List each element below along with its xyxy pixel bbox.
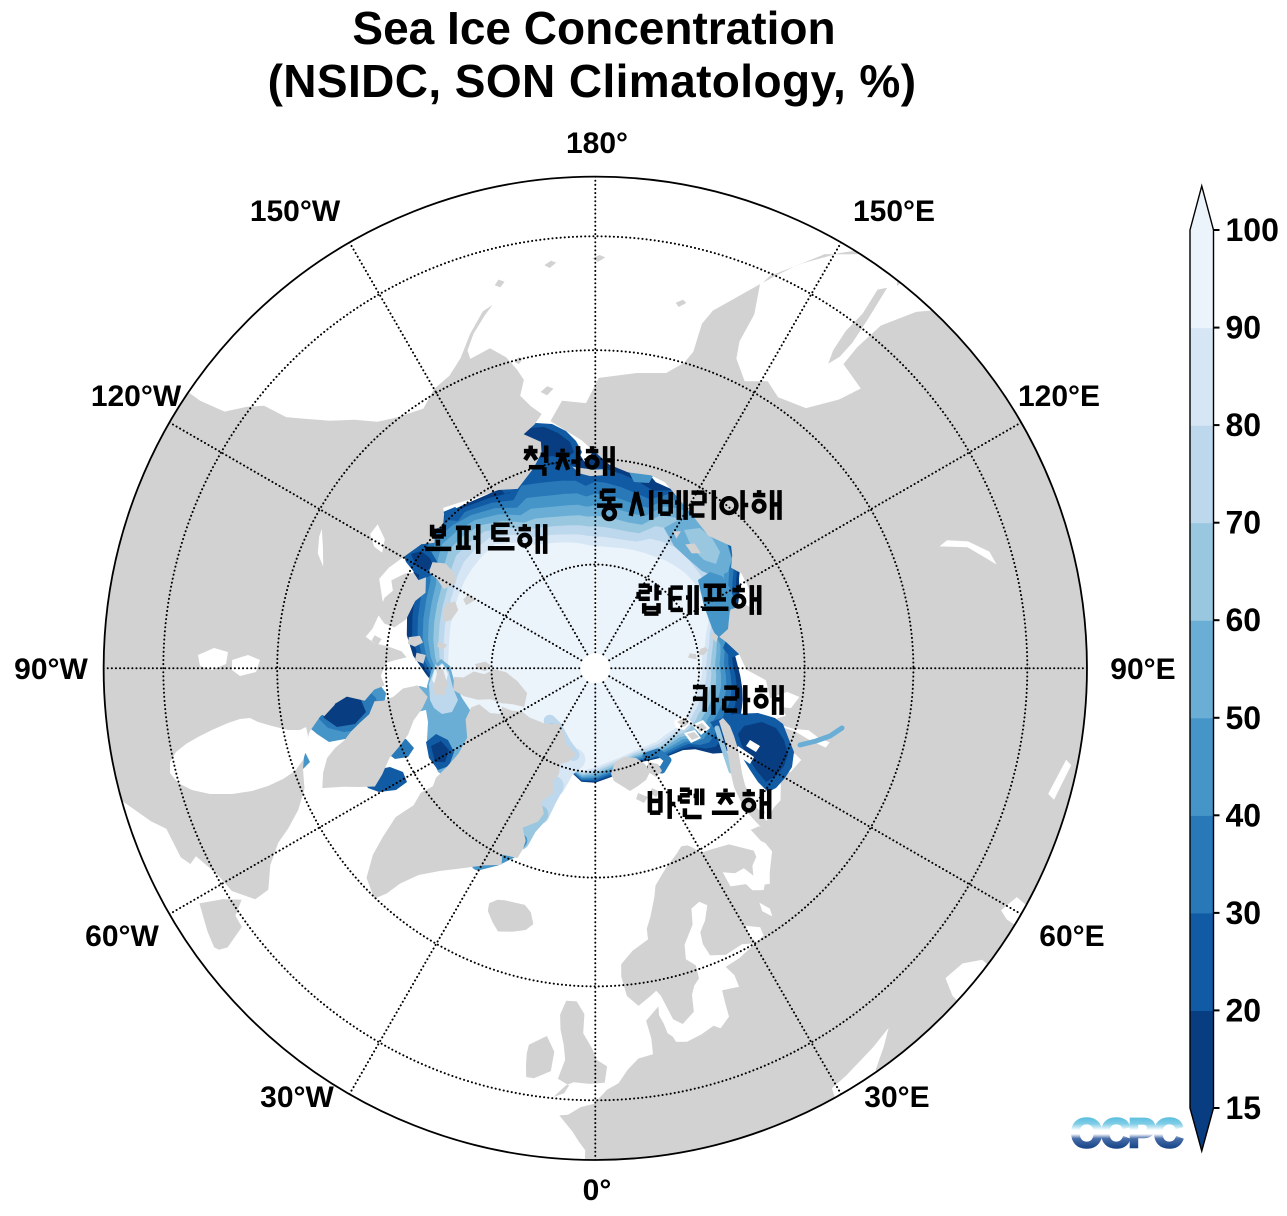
svg-text:50: 50 <box>1226 700 1262 736</box>
svg-text:70: 70 <box>1226 505 1262 541</box>
svg-text:20: 20 <box>1226 992 1262 1028</box>
svg-text:60: 60 <box>1226 602 1262 638</box>
svg-text:180°: 180° <box>566 127 628 160</box>
svg-text:(NSIDC, SON Climatology, %): (NSIDC, SON Climatology, %) <box>268 55 917 107</box>
svg-text:Sea Ice Concentration: Sea Ice Concentration <box>352 2 835 54</box>
svg-text:OCPC: OCPC <box>1071 1110 1183 1156</box>
svg-text:40: 40 <box>1226 797 1262 833</box>
svg-text:90°E: 90°E <box>1110 653 1175 686</box>
svg-text:120°W: 120°W <box>91 380 182 413</box>
svg-text:30: 30 <box>1226 895 1262 931</box>
svg-text:60°E: 60°E <box>1039 920 1104 953</box>
svg-text:30°E: 30°E <box>864 1081 929 1114</box>
svg-text:120°E: 120°E <box>1018 380 1100 413</box>
svg-text:90: 90 <box>1226 310 1262 346</box>
svg-text:30°W: 30°W <box>260 1081 334 1114</box>
svg-text:90°W: 90°W <box>14 653 88 686</box>
svg-text:150°W: 150°W <box>250 195 341 228</box>
svg-text:80: 80 <box>1226 407 1262 443</box>
svg-text:60°W: 60°W <box>85 920 159 953</box>
svg-text:0°: 0° <box>583 1174 612 1207</box>
svg-text:150°E: 150°E <box>853 195 935 228</box>
svg-text:15: 15 <box>1226 1090 1262 1126</box>
svg-text:100: 100 <box>1226 212 1279 248</box>
